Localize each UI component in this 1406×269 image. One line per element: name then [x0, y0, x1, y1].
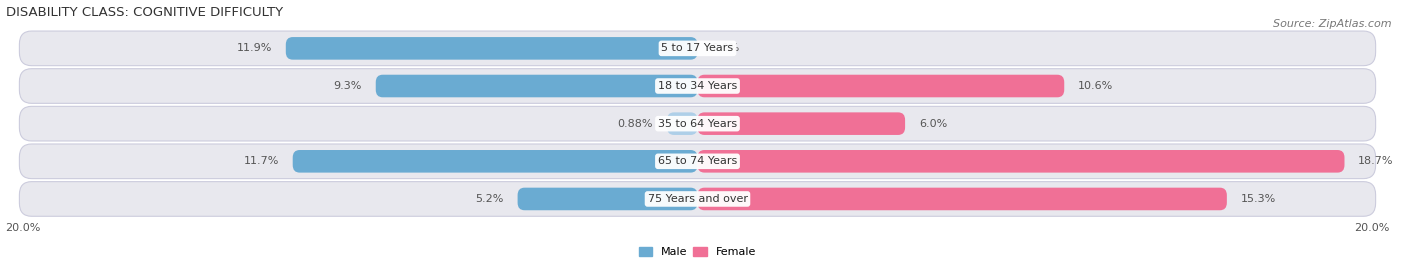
Text: 11.9%: 11.9% — [236, 43, 271, 53]
FancyBboxPatch shape — [697, 75, 1064, 97]
FancyBboxPatch shape — [292, 150, 697, 173]
FancyBboxPatch shape — [20, 31, 1375, 66]
Text: 20.0%: 20.0% — [1354, 224, 1389, 233]
FancyBboxPatch shape — [697, 112, 905, 135]
FancyBboxPatch shape — [666, 112, 697, 135]
FancyBboxPatch shape — [375, 75, 697, 97]
FancyBboxPatch shape — [20, 106, 1375, 141]
Text: Source: ZipAtlas.com: Source: ZipAtlas.com — [1274, 19, 1392, 29]
Legend: Male, Female: Male, Female — [634, 242, 761, 262]
Text: 18.7%: 18.7% — [1358, 156, 1393, 166]
FancyBboxPatch shape — [285, 37, 697, 60]
Text: 65 to 74 Years: 65 to 74 Years — [658, 156, 737, 166]
FancyBboxPatch shape — [20, 144, 1375, 179]
Text: 20.0%: 20.0% — [6, 224, 41, 233]
Text: 11.7%: 11.7% — [243, 156, 278, 166]
Text: 10.6%: 10.6% — [1078, 81, 1114, 91]
FancyBboxPatch shape — [517, 188, 697, 210]
FancyBboxPatch shape — [697, 188, 1227, 210]
Text: 0.0%: 0.0% — [711, 43, 740, 53]
FancyBboxPatch shape — [697, 150, 1344, 173]
Text: 15.3%: 15.3% — [1240, 194, 1275, 204]
Text: 75 Years and over: 75 Years and over — [648, 194, 748, 204]
Text: 18 to 34 Years: 18 to 34 Years — [658, 81, 737, 91]
Text: 0.88%: 0.88% — [617, 119, 654, 129]
Text: 6.0%: 6.0% — [920, 119, 948, 129]
Text: 9.3%: 9.3% — [333, 81, 361, 91]
Text: DISABILITY CLASS: COGNITIVE DIFFICULTY: DISABILITY CLASS: COGNITIVE DIFFICULTY — [6, 6, 283, 19]
Text: 5 to 17 Years: 5 to 17 Years — [661, 43, 734, 53]
Text: 5.2%: 5.2% — [475, 194, 503, 204]
Text: 35 to 64 Years: 35 to 64 Years — [658, 119, 737, 129]
FancyBboxPatch shape — [20, 69, 1375, 103]
FancyBboxPatch shape — [20, 182, 1375, 216]
